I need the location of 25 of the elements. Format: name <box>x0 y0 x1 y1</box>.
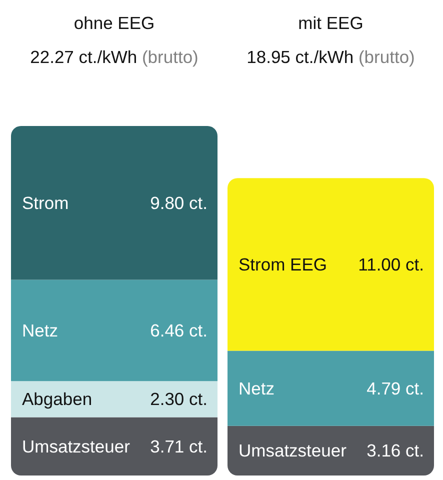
bar <box>228 178 434 351</box>
bar <box>11 280 218 382</box>
bar <box>228 350 434 426</box>
text: 22.27 ct./kWh (brutto) <box>30 47 198 67</box>
data-label: 3.16 ct. <box>366 440 424 461</box>
x-tick-label: mit EEG <box>298 13 364 33</box>
data-label: 6.46 ct. <box>150 320 208 340</box>
bar <box>11 417 218 476</box>
series-label: Abgaben <box>22 389 92 410</box>
data-label: 2.30 ct. <box>150 389 208 410</box>
bar <box>11 381 218 418</box>
text: 18.95 ct./kWh (brutto) <box>246 47 415 67</box>
series-label: Strom EEG <box>238 254 327 274</box>
series-label: Umsatzsteuer <box>22 436 130 456</box>
x-tick-label: ohne EEG <box>74 13 155 33</box>
bar <box>11 126 218 280</box>
bar <box>228 426 434 476</box>
text: Umsatzsteuer <box>238 440 346 461</box>
series-label: Strom <box>22 192 69 213</box>
series-label: Netz <box>22 320 58 340</box>
data-label: 4.79 ct. <box>366 378 424 398</box>
text: Netz <box>238 378 274 398</box>
data-label: 11.00 ct. <box>358 254 424 274</box>
data-label: 9.80 ct. <box>150 192 208 213</box>
data-label: 3.71 ct. <box>150 436 208 456</box>
